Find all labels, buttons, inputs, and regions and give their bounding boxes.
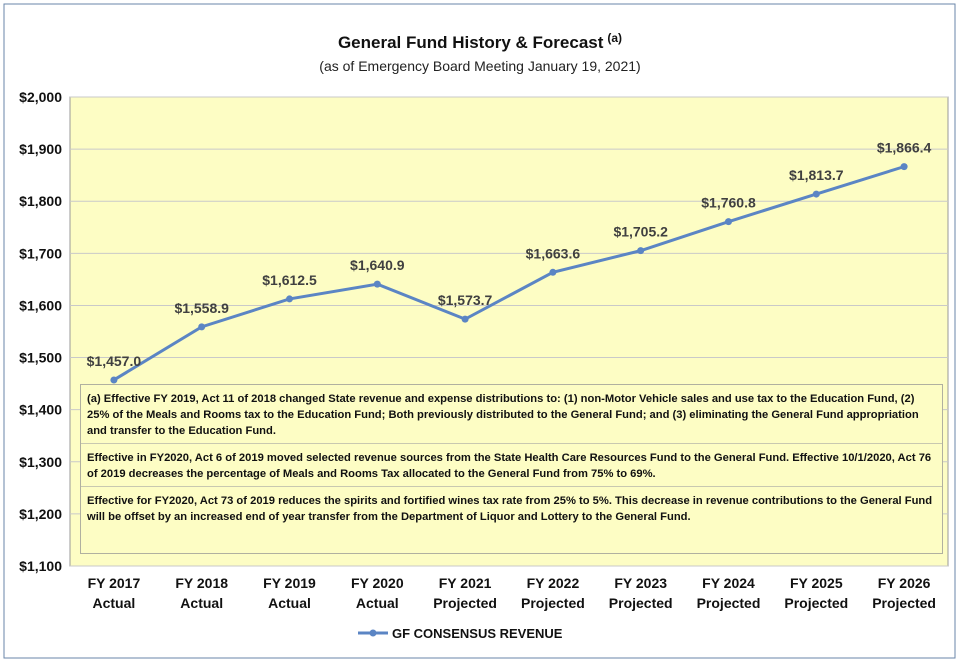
x-tick-line: Actual (268, 595, 311, 611)
data-label: $1,573.7 (438, 292, 493, 308)
chart-subtitle: (as of Emergency Board Meeting January 1… (319, 58, 640, 74)
data-label: $1,558.9 (174, 300, 229, 316)
x-tick-label: FY 2021 Projected (433, 575, 497, 611)
x-tick-label: FY 2023 Projected (609, 575, 673, 611)
data-label: $1,457.0 (87, 353, 142, 369)
data-point (286, 295, 293, 303)
x-tick-line: Projected (872, 595, 936, 611)
x-tick-line: FY 2020 (351, 575, 404, 591)
legend-marker (369, 629, 377, 637)
data-point (725, 218, 732, 226)
x-tick-line: FY 2025 (790, 575, 843, 591)
x-tick-label: FY 2025 Projected (784, 575, 848, 611)
x-tick-label: FY 2020 Actual (351, 575, 404, 611)
x-tick-line: FY 2024 (702, 575, 755, 591)
x-tick-line: FY 2022 (527, 575, 580, 591)
data-label: $1,640.9 (350, 257, 405, 273)
x-tick-label: FY 2022 Projected (521, 575, 585, 611)
chart-title: General Fund History & Forecast (a) (338, 31, 622, 52)
y-tick-label: $1,900 (19, 141, 62, 157)
x-tick-label: FY 2024 Projected (697, 575, 761, 611)
x-tick-line: FY 2019 (263, 575, 316, 591)
x-tick-line: Projected (433, 595, 497, 611)
x-tick-line: Projected (521, 595, 585, 611)
y-tick-label: $1,500 (19, 350, 62, 366)
note: Effective for FY2020, Act 73 of 2019 red… (81, 486, 942, 529)
title-superscript: (a) (607, 31, 622, 45)
x-tick-line: FY 2018 (175, 575, 228, 591)
x-tick-line: Projected (784, 595, 848, 611)
legend-label: GF CONSENSUS REVENUE (392, 626, 563, 641)
data-point (461, 315, 469, 323)
data-label: $1,663.6 (526, 245, 581, 261)
data-point (812, 190, 820, 198)
y-tick-label: $1,300 (19, 454, 62, 470)
x-tick-line: FY 2023 (614, 575, 667, 591)
x-tick-label: FY 2019 Actual (263, 575, 316, 611)
y-tick-label: $1,100 (19, 558, 62, 574)
y-tick-label: $1,700 (19, 245, 62, 261)
y-tick-label: $2,000 (19, 89, 62, 105)
x-tick-line: Actual (93, 595, 136, 611)
series-line (113, 165, 905, 382)
y-tick-label: $1,200 (19, 506, 62, 522)
data-label: $1,760.8 (701, 195, 756, 211)
x-tick-line: Actual (356, 595, 399, 611)
y-tick-label: $1,600 (19, 297, 62, 313)
x-tick-line: Projected (697, 595, 761, 611)
data-point (373, 280, 381, 288)
data-label: $1,705.2 (613, 224, 668, 240)
data-label: $1,612.5 (262, 272, 317, 288)
x-tick-line: FY 2017 (88, 575, 141, 591)
x-tick-label: FY 2026 Projected (872, 575, 936, 611)
data-point (900, 163, 908, 171)
data-point (549, 268, 557, 276)
x-tick-line: FY 2021 (439, 575, 492, 591)
data-point (637, 247, 645, 255)
note: (a) Effective FY 2019, Act 11 of 2018 ch… (87, 393, 919, 437)
data-label: $1,813.7 (789, 167, 844, 183)
x-tick-line: FY 2026 (878, 575, 931, 591)
data-point (198, 323, 206, 331)
data-label: $1,866.4 (877, 140, 932, 156)
data-point (110, 376, 118, 384)
x-tick-line: Projected (609, 595, 673, 611)
x-tick-label: FY 2018 Actual (175, 575, 228, 611)
title-text: General Fund History & Forecast (338, 33, 604, 52)
note: Effective in FY2020, Act 6 of 2019 moved… (81, 443, 942, 486)
x-tick-label: FY 2017 Actual (88, 575, 141, 611)
y-tick-label: $1,400 (19, 402, 62, 418)
x-tick-line: Actual (180, 595, 223, 611)
notes-box: (a) Effective FY 2019, Act 11 of 2018 ch… (80, 384, 943, 554)
y-tick-label: $1,800 (19, 193, 62, 209)
